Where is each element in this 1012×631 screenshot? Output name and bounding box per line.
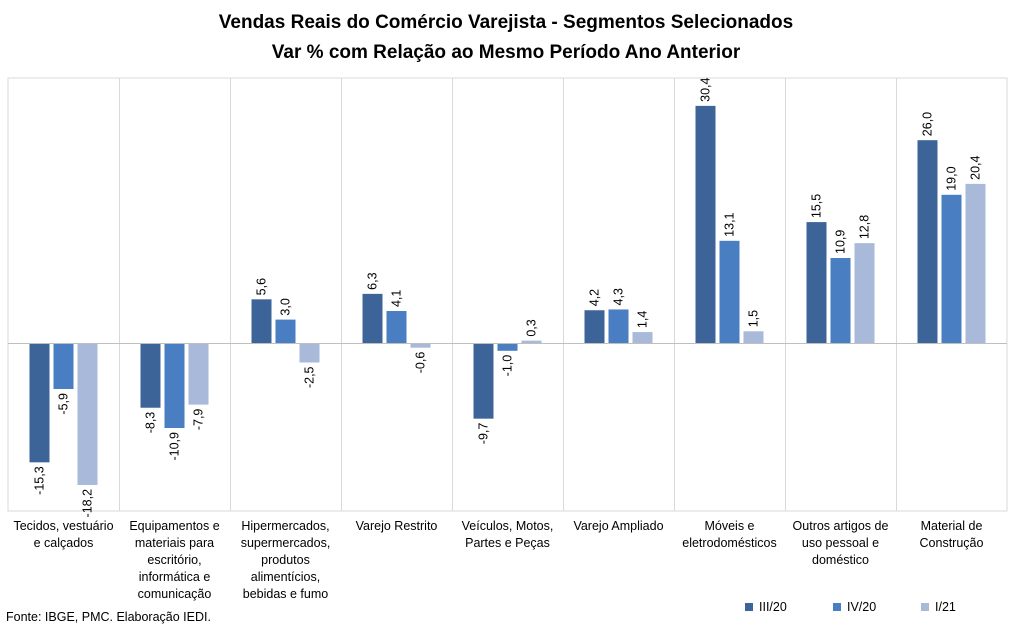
bar-i-21 [299,343,320,363]
data-label: 30,4 [699,78,713,102]
legend-label: III/20 [759,600,787,614]
bar-i-21 [410,343,431,348]
bar-iv-20 [53,343,74,390]
bar-iii-20 [917,140,938,343]
data-label: -8,3 [144,412,158,434]
bar-i-21 [965,183,986,343]
data-label: 3,0 [279,298,293,315]
bar-i-21 [77,343,98,485]
legend-swatch [745,603,753,611]
category-label: Outros artigos de uso pessoal e doméstic… [792,519,889,567]
bar-iii-20 [251,299,272,343]
data-label: -9,7 [477,423,491,445]
bar-iii-20 [695,105,716,343]
data-label: -18,2 [81,489,95,518]
bar-i-21 [743,331,764,343]
data-label: 20,4 [969,156,983,180]
category-label: Tecidos, vestuário e calçados [13,519,114,550]
bar-iv-20 [830,257,851,343]
bar-iv-20 [719,240,740,343]
data-label: 4,2 [588,289,602,306]
data-label: 6,3 [366,272,380,289]
data-label: -2,5 [303,366,317,388]
data-label: 4,1 [390,290,404,307]
data-label: 12,8 [858,215,872,239]
data-label: 4,3 [612,288,626,305]
source-note: Fonte: IBGE, PMC. Elaboração IEDI. [6,610,211,624]
bar-i-21 [854,243,875,343]
legend-swatch [833,603,841,611]
category-label: Hipermercados, supermercados, produtos a… [240,519,331,601]
bar-iii-20 [29,343,50,463]
legend-item: IV/20 [833,600,876,614]
bar-i-21 [521,340,542,343]
bar-iii-20 [140,343,161,408]
legend-label: IV/20 [847,600,877,614]
data-label: 1,4 [636,311,650,328]
bar-iv-20 [275,319,296,343]
bar-i-21 [632,332,653,343]
plot-border [7,77,1008,512]
data-label: -5,9 [57,393,71,415]
bar-i-21 [188,343,209,405]
data-label: 13,1 [723,212,737,236]
data-label: 0,3 [525,319,539,336]
legend-swatch [921,603,929,611]
chart-title: Vendas Reais do Comércio Varejista - Seg… [218,12,794,33]
bar-iii-20 [806,222,827,343]
category-label: Móveis e eletrodomésticos [682,519,777,550]
bar-iii-20 [473,343,494,419]
data-label: -15,3 [33,466,47,495]
chart-subtitle: Var % com Relação ao Mesmo Período Ano A… [271,42,741,63]
data-label: 10,9 [834,230,848,254]
data-label: 5,6 [255,278,269,295]
bar-iii-20 [584,310,605,343]
data-label: -1,0 [501,355,515,377]
category-label: Varejo Restrito [355,519,438,533]
legend-item: I/21 [921,600,956,614]
bar-iv-20 [608,309,629,343]
bar-iii-20 [362,293,383,343]
bar-iv-20 [386,311,407,343]
category-label: Varejo Ampliado [573,519,664,533]
data-label: 26,0 [921,112,935,136]
bar-iv-20 [164,343,185,429]
data-label: 15,5 [810,194,824,218]
data-label: -0,6 [414,352,428,374]
data-label: -7,9 [192,409,206,431]
category-label: Material de Construção [919,519,984,550]
legend-label: I/21 [935,600,956,614]
data-label: 1,5 [747,310,761,327]
data-label: -10,9 [168,432,182,461]
bar-iv-20 [497,343,518,351]
legend-item: III/20 [745,600,787,614]
data-label: 19,0 [945,166,959,190]
category-label: Equipamentos e materiais para escritório… [129,519,220,601]
bar-iv-20 [941,194,962,343]
category-label: Veículos, Motos, Partes e Peças [461,519,554,550]
